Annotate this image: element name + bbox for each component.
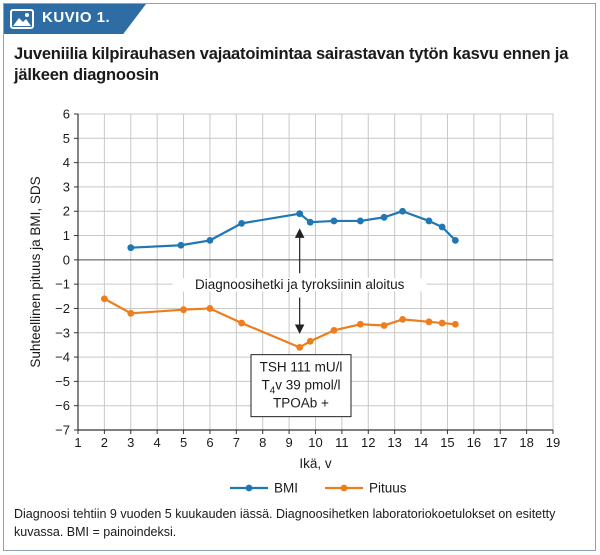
y-tick-label: −6	[55, 398, 70, 413]
data-point-bmi	[238, 219, 246, 227]
diagnosis-label: Diagnoosihetki ja tyroksiinin aloitus	[195, 277, 405, 292]
y-tick-label: 0	[63, 252, 70, 267]
data-point-bmi	[296, 210, 304, 218]
x-tick-label: 19	[546, 435, 560, 450]
x-tick-label: 18	[519, 435, 533, 450]
data-point-pituus	[380, 322, 388, 329]
data-point-bmi	[206, 237, 214, 244]
data-point-bmi	[380, 213, 388, 221]
x-tick-label: 4	[154, 435, 161, 450]
legend-label-bmi: BMI	[274, 481, 298, 496]
legend-label-pituus: Pituus	[369, 481, 407, 496]
y-tick-label: 5	[63, 131, 70, 146]
figure-tag: KUVIO 1.	[4, 4, 146, 34]
lab-tpoab: TPOAb +	[273, 396, 329, 411]
x-tick-label: 16	[467, 435, 481, 450]
caption: Diagnoosi tehtiin 9 vuoden 5 kuukauden i…	[14, 507, 556, 539]
x-tick-label: 2	[101, 435, 108, 450]
data-point-bmi	[451, 237, 459, 244]
x-tick-label: 17	[493, 435, 507, 450]
data-point-bmi	[306, 218, 314, 226]
data-point-pituus	[451, 320, 459, 328]
y-axis-label: Suhteellinen pituus ja BMI, SDS	[28, 176, 43, 367]
x-tick-label: 7	[233, 435, 240, 450]
series-line-pituus	[103, 297, 456, 349]
data-point-pituus	[330, 326, 338, 334]
data-point-pituus	[100, 295, 108, 303]
data-point-pituus	[356, 320, 364, 328]
x-tick-label: 6	[206, 435, 213, 450]
figure-tag-label: KUVIO 1.	[42, 9, 111, 26]
data-point-bmi	[438, 223, 446, 231]
legend-marker-pituus	[340, 484, 348, 492]
lab-box	[250, 354, 352, 418]
y-tick-label: −3	[55, 325, 70, 340]
y-tick-label: −5	[55, 374, 70, 389]
y-tick-label: 1	[63, 228, 70, 243]
lab-tsh: TSH 111 mU/l	[260, 360, 343, 375]
data-point-pituus	[206, 305, 214, 312]
data-point-bmi	[127, 244, 135, 252]
y-tick-label: −4	[55, 350, 70, 365]
data-point-pituus	[425, 318, 433, 326]
data-point-bmi	[177, 241, 185, 249]
x-tick-label: 10	[308, 435, 322, 450]
diagnosis-label-bg	[172, 278, 427, 292]
figure-frame: KUVIO 1.	[3, 3, 596, 551]
x-tick-label: 11	[335, 435, 349, 450]
x-tick-label: 14	[414, 435, 428, 450]
chart-title: Juveniilia kilpirauhasen vajaatoimintaa …	[14, 45, 569, 84]
x-tick-label: 13	[387, 435, 401, 450]
data-point-pituus	[296, 343, 304, 351]
lab-t4v: T4v 39 pmol/l	[261, 378, 340, 397]
data-point-pituus	[238, 319, 246, 327]
y-tick-label: 2	[63, 204, 70, 219]
data-point-bmi	[356, 217, 364, 225]
data-point-pituus	[399, 316, 406, 323]
y-tick-label: −2	[55, 301, 70, 316]
x-tick-label: 8	[259, 435, 266, 450]
data-point-bmi	[425, 217, 433, 225]
x-axis-label: Ikä, v	[299, 456, 332, 471]
x-tick-label: 1	[74, 435, 81, 450]
legend-marker-bmi	[245, 484, 253, 492]
y-tick-label: 6	[63, 107, 70, 122]
y-tick-label: −1	[55, 277, 70, 292]
figure-header: KUVIO 1.	[4, 4, 595, 34]
data-point-bmi	[399, 207, 406, 215]
x-tick-label: 15	[440, 435, 454, 450]
data-point-pituus	[306, 337, 314, 345]
data-point-pituus	[180, 306, 187, 314]
x-tick-label: 12	[361, 435, 375, 450]
data-point-pituus	[438, 319, 446, 327]
data-point-bmi	[330, 217, 338, 225]
data-point-pituus	[127, 309, 135, 317]
y-tick-label: −7	[55, 423, 70, 438]
x-tick-label: 5	[180, 435, 187, 450]
x-tick-label: 9	[285, 435, 292, 450]
y-tick-label: 3	[63, 179, 70, 194]
y-tick-label: 4	[63, 155, 70, 170]
x-tick-label: 3	[127, 435, 134, 450]
image-icon	[10, 9, 34, 29]
